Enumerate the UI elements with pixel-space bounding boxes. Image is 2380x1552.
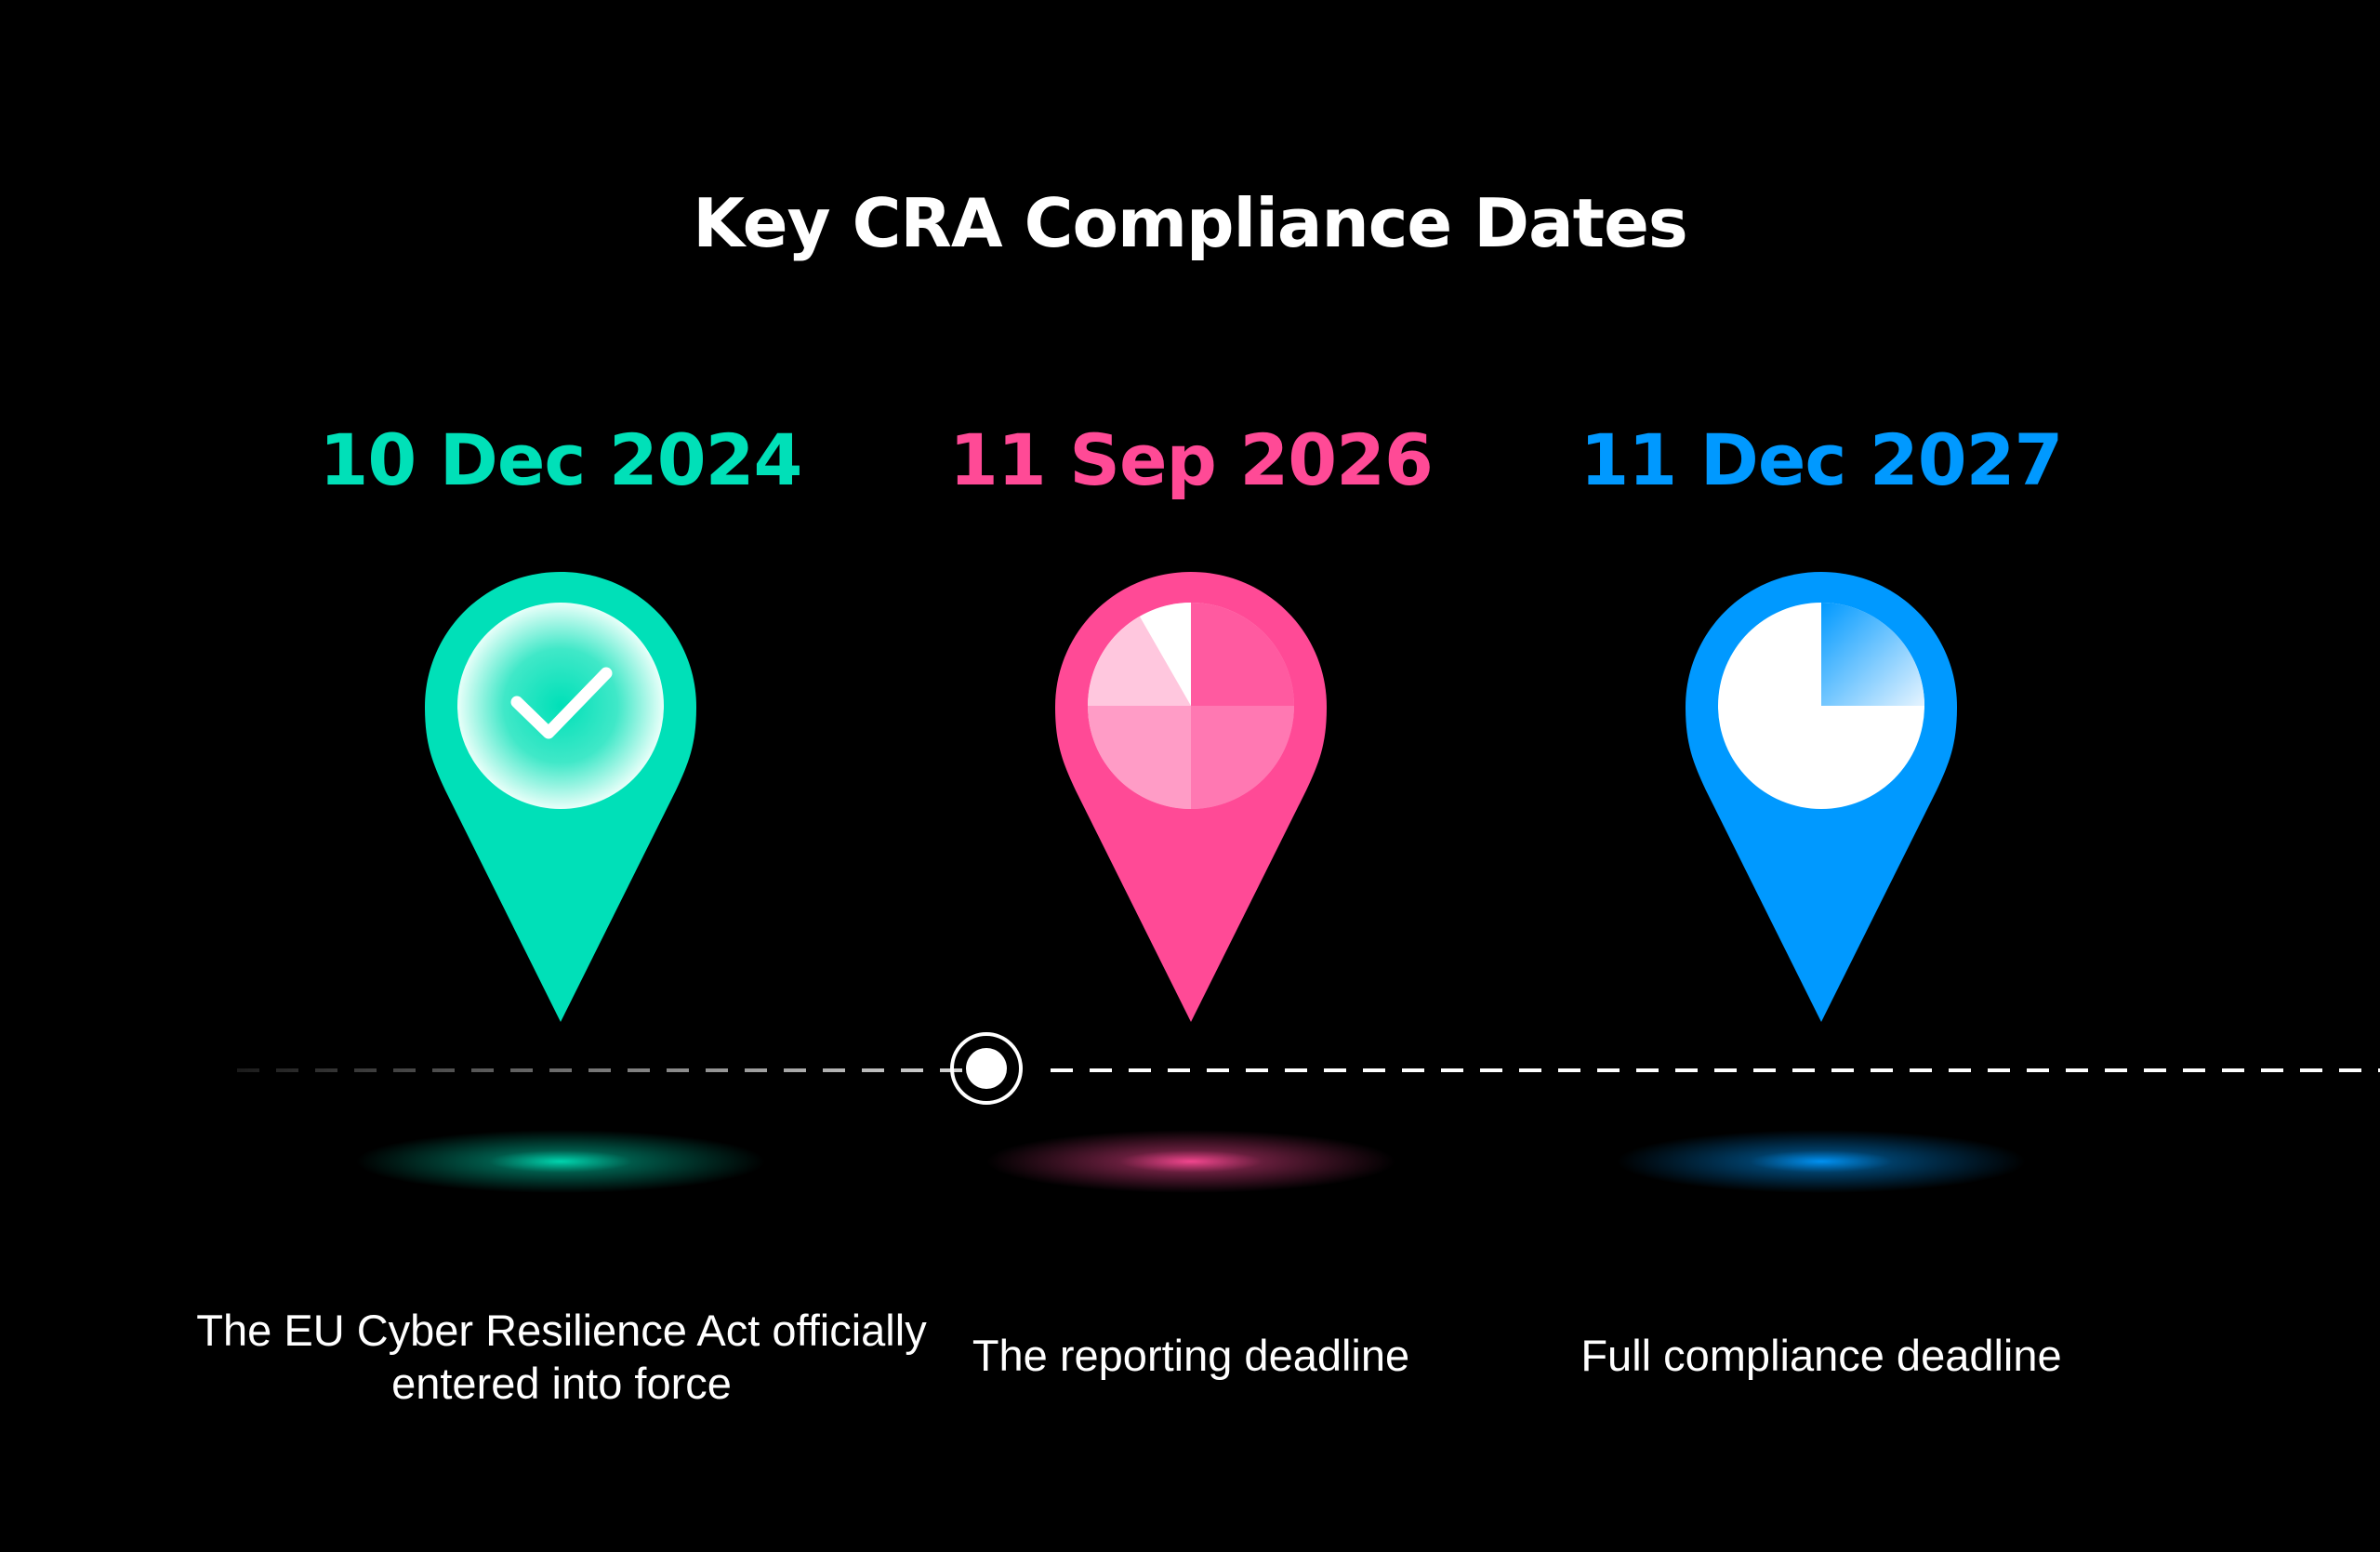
milestone-description-2026: The reporting deadline — [972, 1331, 1410, 1380]
pin-glow-blue — [1617, 1130, 2026, 1193]
milestone-date-2027: 11 Dec 2027 — [1580, 418, 2064, 501]
milestone-description-2024: The EU Cyber Resilience Act officially e… — [196, 1306, 927, 1408]
location-pin-2026 — [1055, 572, 1327, 1022]
location-pin-2027 — [1686, 572, 1957, 1022]
pie-progress-icon — [1088, 603, 1294, 809]
page-title: Key CRA Compliance Dates — [693, 184, 1688, 262]
milestone-date-2026: 11 Sep 2026 — [949, 418, 1434, 501]
location-pin-2024 — [425, 572, 696, 1022]
check-icon — [510, 667, 613, 739]
pie-progress-icon — [1718, 603, 1924, 809]
pin-glow-green — [356, 1130, 765, 1193]
milestone-description-2027: Full compliance deadline — [1580, 1331, 2062, 1380]
pin-glow-pink — [986, 1130, 1395, 1193]
current-position-marker — [950, 1032, 1023, 1105]
milestone-date-2024: 10 Dec 2024 — [319, 418, 803, 501]
